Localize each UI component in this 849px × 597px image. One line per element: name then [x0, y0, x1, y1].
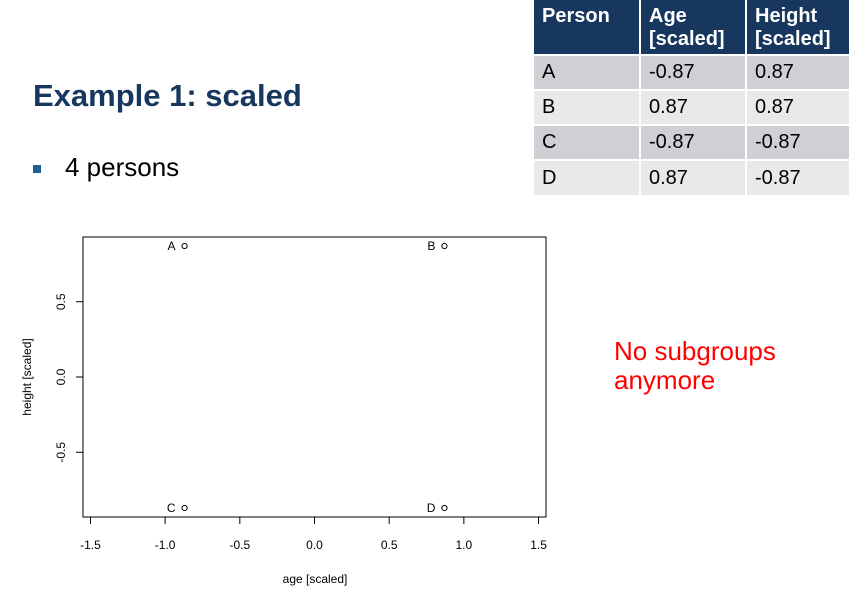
cell-age: 0.87	[640, 89, 747, 125]
cell-age: 0.87	[640, 159, 747, 195]
plot-frame	[82, 236, 547, 518]
note-line: No subgroups	[614, 336, 776, 366]
y-axis-ticks: -0.5 0.0 0.5	[54, 293, 83, 463]
cell-age: -0.87	[640, 124, 747, 160]
cell-age: -0.87	[640, 54, 747, 90]
cell-height: -0.87	[746, 124, 849, 160]
header-height-label: Height	[755, 5, 818, 27]
table-row: A -0.87 0.87	[534, 54, 849, 90]
cell-person: B	[534, 89, 641, 125]
header-person-label: Person	[542, 5, 610, 27]
bullet-text: 4 persons	[65, 152, 180, 182]
point-label: D	[427, 501, 436, 515]
y-axis-label: height [scaled]	[20, 338, 34, 415]
note-text: No subgroups anymore	[614, 337, 776, 395]
x-tick-label: -1.5	[80, 538, 101, 552]
table-row: B 0.87 0.87	[534, 89, 849, 125]
bullet-square-icon	[33, 164, 41, 173]
table-header-row: Person Age [scaled] Height [scaled]	[534, 0, 849, 55]
x-tick-label: 0.0	[306, 538, 323, 552]
data-point	[441, 242, 448, 250]
point-label: C	[167, 501, 176, 515]
header-height-unit: [scaled]	[755, 28, 831, 50]
header-age-unit: [scaled]	[649, 28, 725, 50]
point-label: A	[168, 239, 176, 253]
cell-height: -0.87	[746, 159, 849, 195]
header-age-label: Age	[649, 5, 687, 27]
x-tick-label: 1.0	[456, 538, 473, 552]
slide-title: Example 1: scaled	[33, 78, 302, 113]
point-label: B	[427, 239, 435, 253]
cell-person: A	[534, 54, 641, 90]
cell-person: C	[534, 124, 641, 160]
y-tick-label: 0.5	[54, 293, 68, 310]
x-tick-label: -0.5	[229, 538, 250, 552]
data-point	[181, 242, 188, 250]
bullet-item: 4 persons	[33, 152, 179, 183]
header-height: Height [scaled]	[746, 0, 849, 55]
data-point	[441, 504, 448, 512]
x-tick-label: 0.5	[381, 538, 398, 552]
cell-person: D	[534, 159, 641, 195]
header-person: Person	[534, 0, 641, 55]
table-row: C -0.87 -0.87	[534, 124, 849, 160]
table-row: D 0.87 -0.87	[534, 159, 849, 195]
x-tick-label: 1.5	[530, 538, 547, 552]
y-tick-label: -0.5	[54, 442, 68, 463]
y-tick-label: 0.0	[54, 368, 68, 385]
data-points: A B C D	[167, 239, 448, 515]
cell-height: 0.87	[746, 89, 849, 125]
data-table: Person Age [scaled] Height [scaled] A -0…	[534, 0, 849, 195]
note-line: anymore	[614, 365, 716, 395]
cell-height: 0.87	[746, 54, 849, 90]
header-age: Age [scaled]	[640, 0, 747, 55]
x-axis-label: age [scaled]	[283, 572, 348, 586]
x-axis-ticks: -1.5 -1.0 -0.5 0.0 0.5 1.0 1.5	[80, 517, 547, 552]
x-tick-label: -1.0	[155, 538, 176, 552]
data-point	[181, 504, 188, 512]
